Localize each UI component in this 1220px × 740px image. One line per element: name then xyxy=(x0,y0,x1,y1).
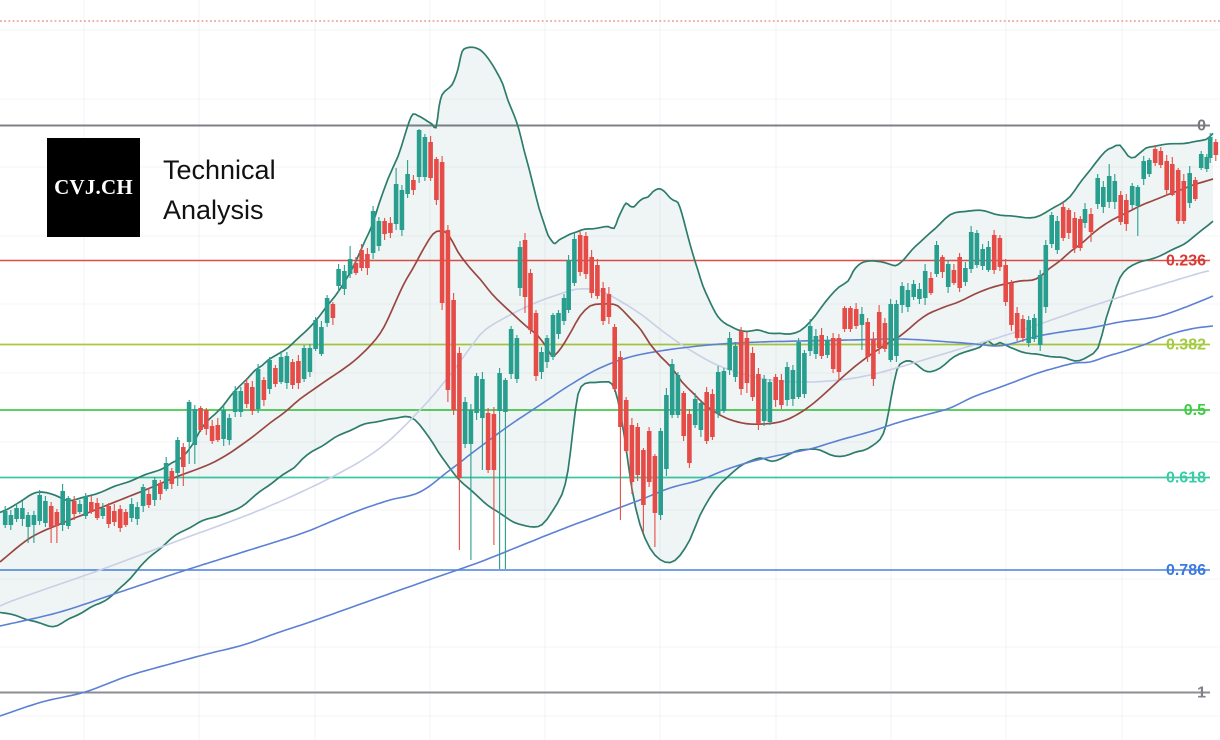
svg-text:0.618: 0.618 xyxy=(1166,470,1206,487)
svg-text:0.236: 0.236 xyxy=(1166,253,1206,270)
svg-text:0: 0 xyxy=(1197,118,1206,135)
svg-text:0.382: 0.382 xyxy=(1166,337,1206,354)
svg-text:0.5: 0.5 xyxy=(1184,402,1206,419)
svg-text:1: 1 xyxy=(1197,685,1206,702)
svg-text:0.786: 0.786 xyxy=(1166,562,1206,579)
